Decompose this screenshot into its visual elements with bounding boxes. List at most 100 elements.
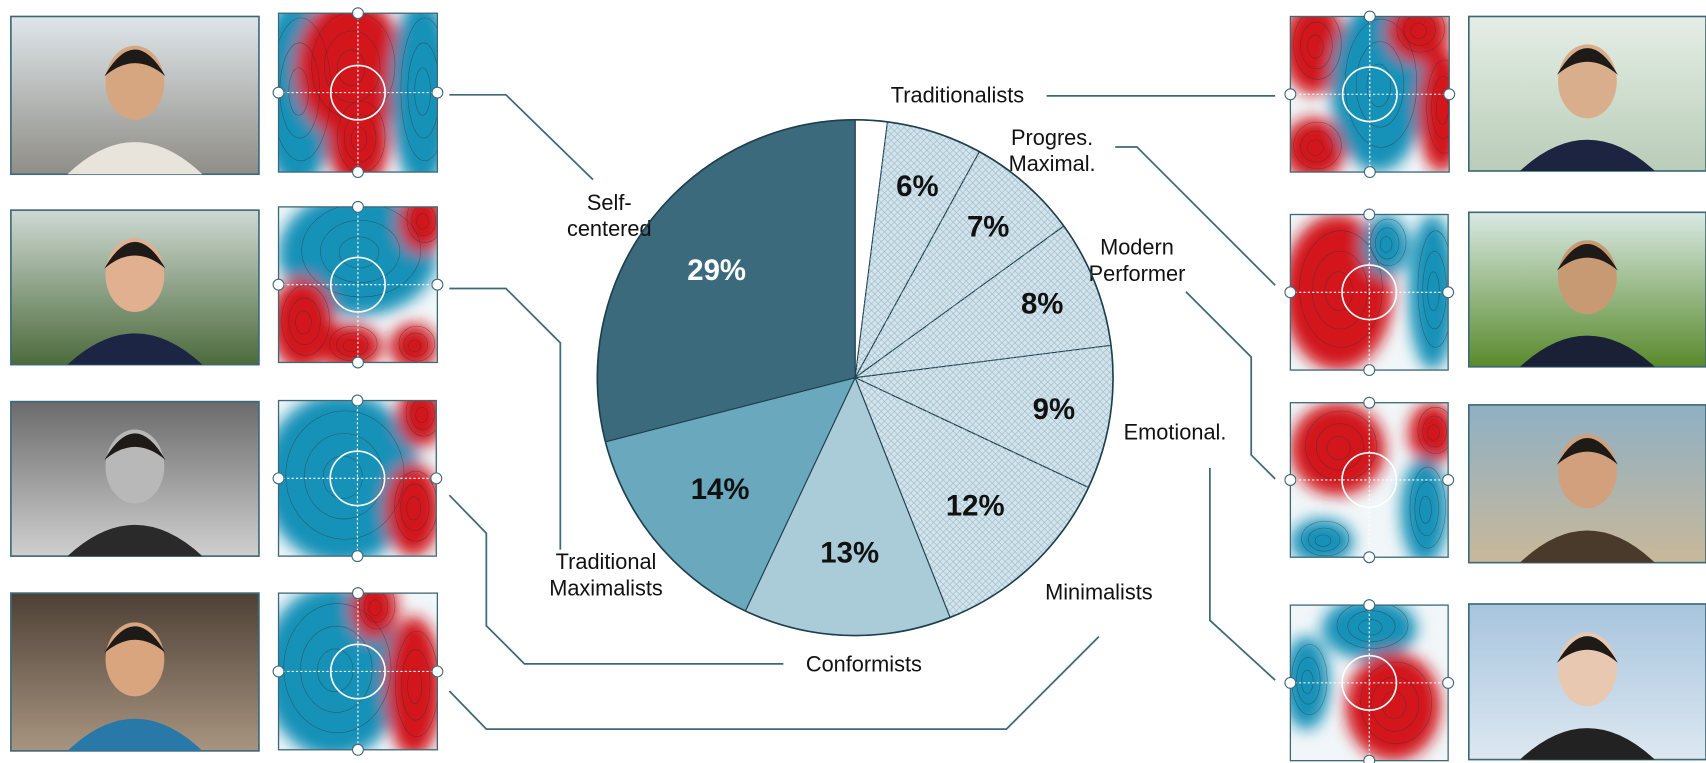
photo-body (67, 142, 203, 175)
heatmap (272, 7, 444, 179)
contour (350, 127, 368, 152)
contour (1326, 436, 1351, 460)
handle (1443, 88, 1456, 101)
contour (394, 470, 437, 542)
contour (401, 649, 431, 721)
category-label: Minimalists (1045, 580, 1153, 605)
photo-body (1519, 139, 1655, 171)
handle (272, 665, 285, 678)
contour (285, 410, 405, 540)
contour (343, 114, 377, 163)
contour (1307, 139, 1324, 156)
photo-hair (104, 626, 166, 653)
handle (351, 743, 364, 756)
contour (1293, 121, 1342, 170)
handle (272, 86, 285, 99)
heatmap-blobs (278, 593, 438, 750)
photo-hair (104, 433, 166, 460)
photo-body (67, 524, 203, 557)
center-ring (1341, 264, 1398, 321)
handle (1363, 166, 1376, 179)
contour (1358, 619, 1383, 636)
heat-blob (1290, 636, 1330, 730)
heat-blob (396, 400, 437, 448)
photo-body (1519, 530, 1655, 563)
contour (1414, 481, 1439, 536)
photo-hair (104, 241, 166, 269)
contour (1301, 669, 1314, 694)
slice-hatch (855, 226, 1112, 378)
contour (1375, 227, 1400, 260)
photo-hair (1556, 244, 1618, 271)
handle (351, 356, 364, 369)
heatmap (272, 200, 444, 369)
contour (288, 297, 321, 345)
contour (406, 496, 422, 521)
heat-blob (389, 323, 438, 363)
contour (304, 433, 384, 520)
handle (351, 7, 364, 20)
value-label: 8% (1021, 287, 1063, 320)
handle (1284, 676, 1297, 689)
contour (415, 406, 428, 424)
contour (1417, 406, 1449, 454)
connectors (448, 93, 1276, 730)
handle (351, 200, 364, 213)
contour (407, 42, 438, 139)
center-ring (329, 643, 386, 700)
contour (1307, 34, 1324, 59)
photo-body (1519, 335, 1655, 367)
center-ring (1341, 451, 1398, 508)
category-label: Modern Performer (1089, 235, 1186, 286)
contour (295, 310, 312, 335)
contour (414, 67, 431, 116)
photo-body (1519, 728, 1655, 760)
photo-hair (1556, 636, 1618, 663)
category-label: Traditional Maximalists (549, 549, 663, 600)
contour (1379, 236, 1393, 253)
heat-blob (384, 616, 438, 750)
handle (1363, 364, 1376, 377)
heatmap-blobs (278, 206, 438, 363)
contour (358, 593, 396, 630)
heatmap (1284, 10, 1456, 179)
value-label: 7% (967, 211, 1009, 244)
contour (1355, 41, 1405, 128)
center-ring (1341, 66, 1398, 123)
handle (1284, 473, 1297, 486)
photo-hair (1556, 437, 1618, 465)
handle (351, 587, 364, 600)
handle (1363, 599, 1376, 612)
contour (281, 285, 330, 356)
heatmap (272, 587, 444, 756)
contour (1370, 218, 1407, 266)
blur-group (278, 593, 438, 750)
photo-body (67, 718, 203, 751)
heatmap (1284, 208, 1455, 377)
value-label: 12% (946, 489, 1005, 522)
contour (1296, 657, 1321, 705)
contour (1419, 495, 1432, 524)
contour (395, 630, 438, 737)
center-ring (329, 450, 386, 507)
contour (407, 668, 423, 704)
heatmap-blobs (1290, 16, 1450, 173)
handle (1284, 88, 1297, 101)
heat-blob (397, 206, 438, 254)
contour (403, 332, 428, 357)
heat-blob (389, 13, 438, 173)
heat-blob (1400, 456, 1449, 558)
contour (416, 213, 429, 230)
contour (406, 206, 438, 243)
contour (1360, 661, 1432, 745)
contour (400, 483, 430, 531)
contour (1409, 466, 1446, 549)
photo-hair (104, 49, 166, 77)
contour (1300, 21, 1333, 70)
contour (411, 206, 436, 237)
handle (351, 394, 364, 407)
handle (1363, 396, 1376, 409)
value-label: 14% (691, 473, 750, 506)
